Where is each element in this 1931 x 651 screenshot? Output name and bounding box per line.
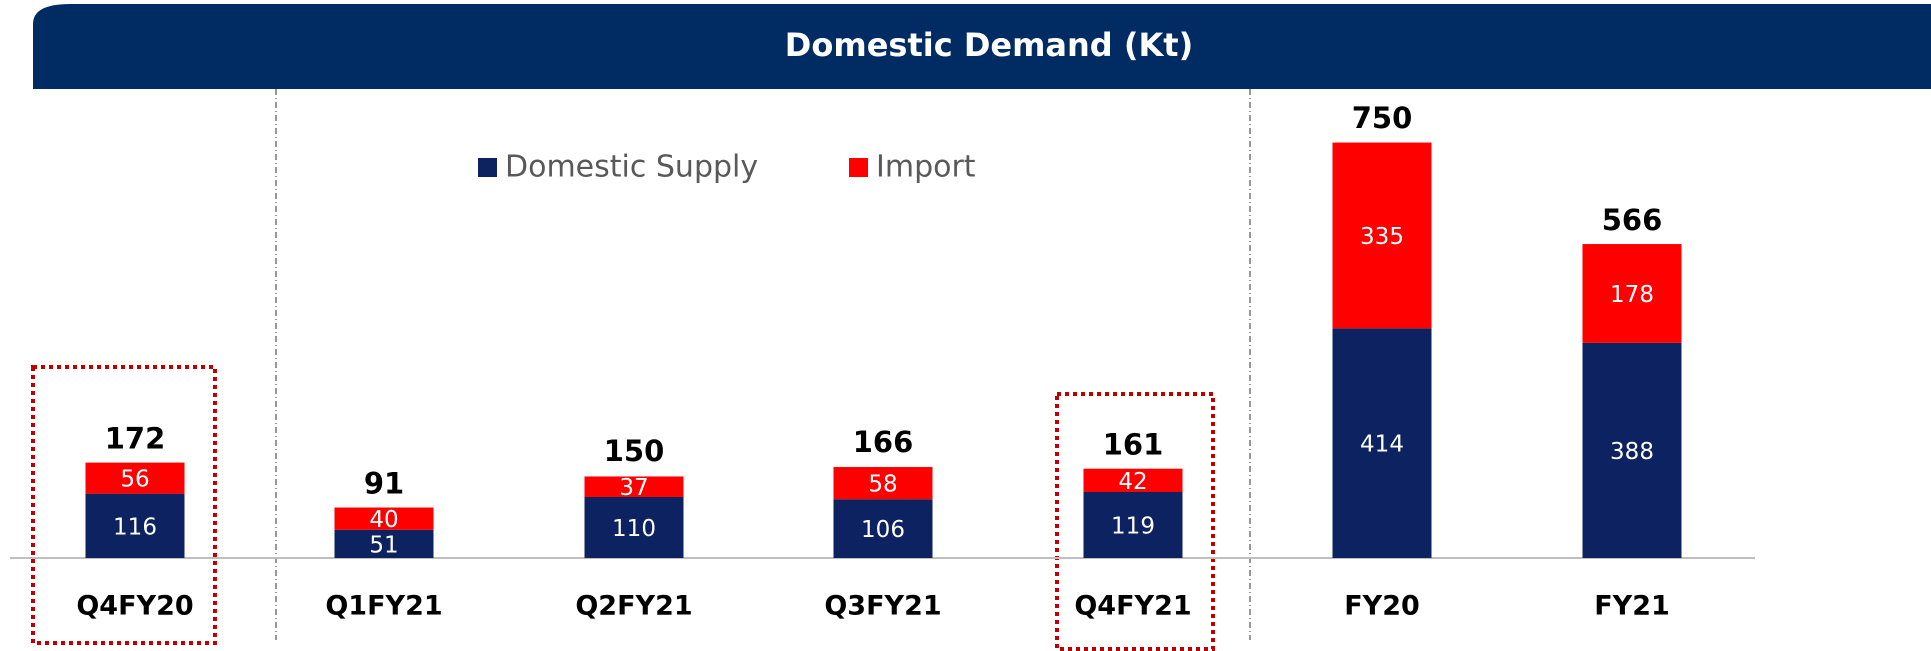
bar-segment: [334, 529, 434, 558]
total-label: 750: [1352, 101, 1413, 135]
segment-label: 335: [1360, 224, 1404, 250]
segment-label: 110: [612, 516, 656, 542]
bar-segment: [833, 499, 933, 558]
total-label: 150: [604, 434, 665, 468]
total-label: 161: [1103, 428, 1164, 462]
highlight-box: [1055, 392, 1215, 651]
total-label: 172: [105, 422, 166, 456]
segment-label: 388: [1610, 439, 1654, 465]
legend-label: Domestic Supply: [505, 150, 758, 185]
bar-segment: [334, 507, 434, 530]
segment-label: 414: [1360, 432, 1404, 458]
x-tick-label: Q3FY21: [824, 591, 941, 622]
segment-label: 119: [1111, 513, 1155, 539]
x-tick-label: Q4FY21: [1074, 591, 1191, 622]
legend-label: Import: [876, 150, 976, 185]
x-tick-label: Q2FY21: [575, 591, 692, 622]
segment-label: 51: [369, 532, 398, 558]
segment-label: 37: [619, 475, 648, 501]
highlight-box: [31, 365, 217, 645]
segment-label: 116: [113, 514, 157, 540]
bar-segment: [1083, 468, 1183, 492]
total-label: 566: [1602, 203, 1663, 237]
bar-segment: [1332, 142, 1432, 329]
bar-segment: [1582, 342, 1682, 558]
bar-segment: [1332, 328, 1432, 558]
segment-label: 40: [369, 507, 398, 533]
x-tick-label: Q4FY20: [76, 591, 193, 622]
bar-segment: [833, 467, 933, 500]
chart-title: Domestic Demand (Kt): [785, 26, 1193, 64]
bar-segment: [1582, 244, 1682, 343]
x-tick-label: FY20: [1344, 591, 1420, 622]
title-banner: [33, 4, 1931, 89]
bar-segment: [85, 493, 185, 558]
legend-swatch: [478, 158, 497, 177]
bar-segment: [584, 476, 684, 497]
segment-label: 178: [1610, 282, 1654, 308]
bar-segment: [584, 496, 684, 558]
x-tick-label: Q1FY21: [325, 591, 442, 622]
segment-label: 58: [868, 472, 897, 498]
total-label: 91: [364, 467, 404, 501]
bar-segment: [1083, 491, 1183, 558]
segment-label: 106: [861, 517, 905, 543]
legend-swatch: [849, 158, 868, 177]
segment-label: 42: [1118, 469, 1147, 495]
bar-segment: [85, 462, 185, 494]
total-label: 166: [853, 425, 914, 459]
x-tick-label: FY21: [1594, 591, 1670, 622]
segment-label: 56: [120, 467, 149, 493]
